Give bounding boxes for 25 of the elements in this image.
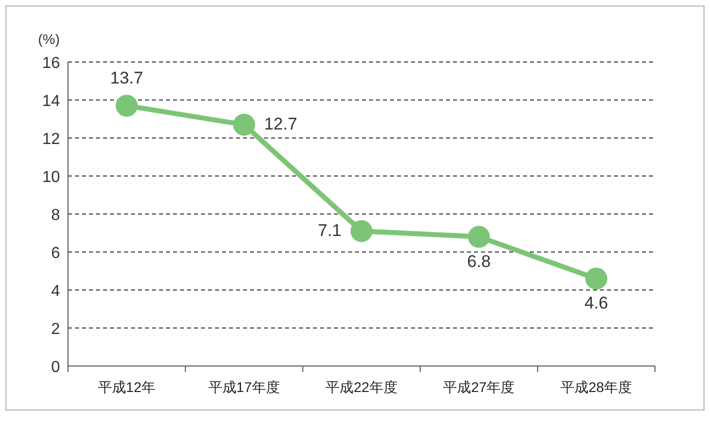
y-tick-label: 10 [42, 169, 60, 186]
data-label: 4.6 [584, 294, 608, 313]
y-tick-label: 8 [51, 207, 60, 224]
y-tick-label: 12 [42, 131, 60, 148]
y-tick-label: 6 [51, 245, 60, 262]
point [468, 226, 490, 248]
point [233, 114, 256, 136]
y-axis-title: (%) [38, 31, 60, 47]
y-tick-label: 16 [42, 55, 60, 72]
y-tick-label: 4 [51, 283, 60, 300]
data-label: 6.8 [467, 252, 491, 271]
y-tick-label: 2 [51, 321, 60, 338]
x-tick-label: 平成27年度 [443, 379, 515, 395]
y-tick-label: 0 [51, 359, 60, 376]
x-tick-label: 平成22年度 [326, 379, 398, 395]
point [116, 94, 138, 117]
point [585, 268, 608, 290]
x-tick-label: 平成28年度 [560, 379, 632, 395]
data-label: 12.7 [264, 114, 298, 134]
point [350, 220, 372, 242]
x-tick-label: 平成17年度 [208, 379, 280, 395]
data-label: 7.1 [318, 221, 342, 240]
data-label: 13.7 [110, 68, 144, 88]
y-tick-label: 14 [42, 93, 60, 110]
x-tick-label: 平成12年 [98, 379, 156, 395]
